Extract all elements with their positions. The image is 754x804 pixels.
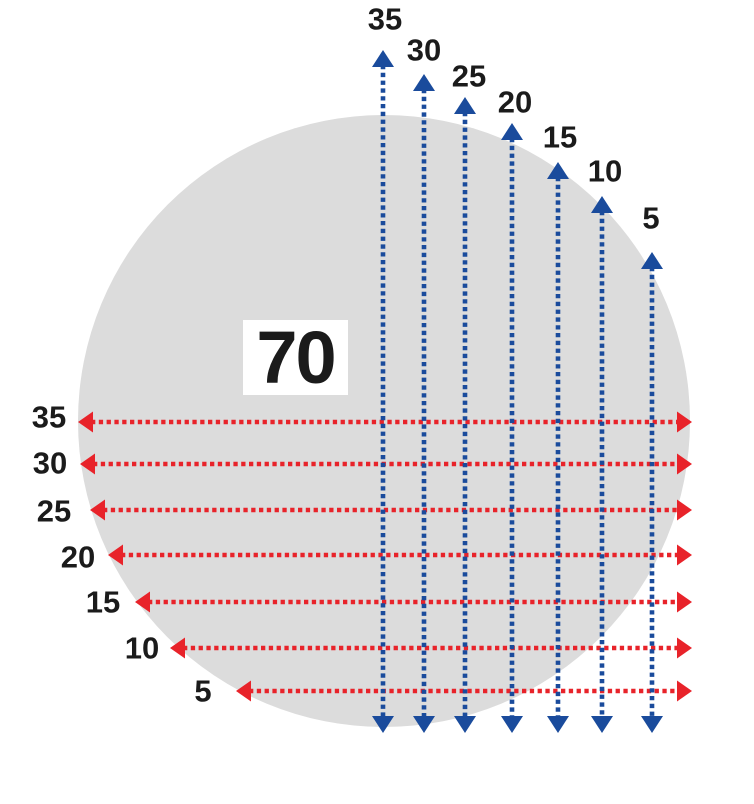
arrow-right-icon	[677, 453, 692, 475]
arrow-right-icon	[677, 591, 692, 613]
arrow-left-icon	[135, 591, 150, 613]
vertical-measure-line-10: 10	[588, 154, 622, 733]
vertical-measure-line-30: 30	[407, 33, 441, 733]
circle-shape	[78, 115, 690, 727]
arrow-down-icon	[413, 716, 435, 733]
arrow-up-icon	[413, 74, 435, 91]
horizontal-measure-line-5: 5	[194, 674, 692, 709]
arrow-right-icon	[677, 544, 692, 566]
arrow-up-icon	[591, 196, 613, 213]
vertical-tick-label: 10	[588, 154, 622, 189]
horizontal-tick-label: 20	[61, 540, 95, 575]
horizontal-measure-line-15: 15	[86, 585, 692, 620]
vertical-measure-line-35: 35	[368, 2, 402, 733]
vertical-tick-label: 35	[368, 2, 402, 37]
arrow-down-icon	[454, 716, 476, 733]
arrow-down-icon	[547, 716, 569, 733]
vertical-tick-label: 5	[642, 201, 659, 236]
arrow-up-icon	[454, 97, 476, 114]
diameter-label: 70	[243, 316, 348, 399]
arrow-left-icon	[170, 637, 185, 659]
arrow-down-icon	[501, 716, 523, 733]
vertical-tick-label: 20	[498, 85, 532, 120]
arrow-up-icon	[641, 252, 663, 269]
arrow-left-icon	[78, 411, 93, 433]
arrow-down-icon	[591, 716, 613, 733]
vertical-measure-line-25: 25	[452, 59, 486, 733]
horizontal-tick-label: 25	[37, 494, 71, 529]
horizontal-measure-line-30: 30	[33, 446, 692, 481]
horizontal-measure-line-10: 10	[125, 631, 692, 666]
arrow-up-icon	[547, 162, 569, 179]
arrow-left-icon	[80, 453, 95, 475]
vertical-measure-line-15: 15	[543, 120, 577, 733]
arrow-right-icon	[677, 411, 692, 433]
arrow-up-icon	[372, 50, 394, 67]
vertical-measure-line-5: 5	[641, 201, 663, 733]
horizontal-tick-label: 15	[86, 585, 120, 620]
horizontal-measure-line-25: 25	[37, 494, 692, 529]
arrow-down-icon	[372, 716, 394, 733]
arrow-left-icon	[90, 499, 105, 521]
vertical-tick-label: 25	[452, 59, 486, 94]
horizontal-tick-label: 35	[32, 400, 66, 435]
arrow-right-icon	[677, 499, 692, 521]
arrow-left-icon	[108, 544, 123, 566]
arrow-down-icon	[641, 716, 663, 733]
horizontal-measure-line-35: 35	[32, 400, 692, 435]
horizontal-measure-line-20: 20	[61, 540, 692, 575]
vertical-measure-line-20: 20	[498, 85, 532, 733]
horizontal-tick-label: 10	[125, 631, 159, 666]
arrow-left-icon	[236, 680, 251, 702]
arrow-right-icon	[677, 637, 692, 659]
vertical-tick-label: 15	[543, 120, 577, 155]
vertical-tick-label: 30	[407, 33, 441, 68]
arrow-right-icon	[677, 680, 692, 702]
horizontal-tick-label: 30	[33, 446, 67, 481]
horizontal-tick-label: 5	[194, 674, 211, 709]
arrow-up-icon	[501, 123, 523, 140]
